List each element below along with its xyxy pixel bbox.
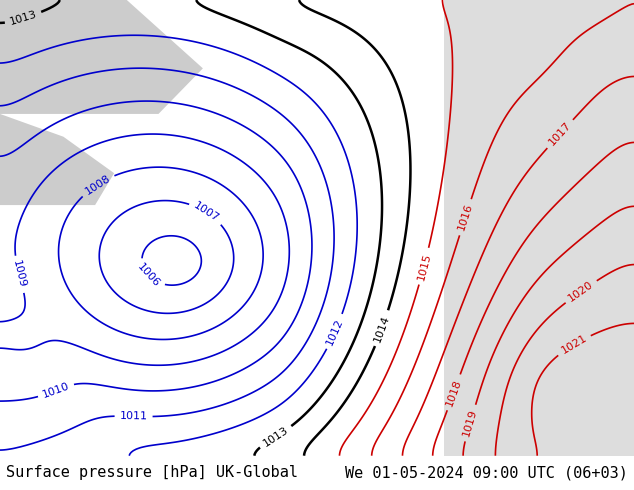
Text: Surface pressure [hPa] UK-Global: Surface pressure [hPa] UK-Global xyxy=(6,466,299,480)
Text: 1012: 1012 xyxy=(325,317,346,346)
Text: 1010: 1010 xyxy=(41,381,71,400)
Text: We 01-05-2024 09:00 UTC (06+03): We 01-05-2024 09:00 UTC (06+03) xyxy=(345,466,628,480)
Text: 1014: 1014 xyxy=(372,314,391,343)
Text: 1017: 1017 xyxy=(547,120,573,147)
Text: 1019: 1019 xyxy=(462,408,479,438)
Text: 1013: 1013 xyxy=(261,425,290,449)
Polygon shape xyxy=(0,114,114,205)
Text: 1020: 1020 xyxy=(567,279,595,304)
Text: 1015: 1015 xyxy=(416,251,432,281)
Text: 1007: 1007 xyxy=(192,200,221,224)
Text: 1013: 1013 xyxy=(8,9,38,27)
Text: 1021: 1021 xyxy=(559,333,588,356)
Text: 1011: 1011 xyxy=(120,411,148,421)
Text: 1018: 1018 xyxy=(444,377,463,407)
Polygon shape xyxy=(0,0,203,114)
Text: 1016: 1016 xyxy=(456,202,474,232)
Text: 1006: 1006 xyxy=(135,262,162,289)
Text: 1009: 1009 xyxy=(11,260,27,289)
Text: 1008: 1008 xyxy=(83,173,112,196)
Polygon shape xyxy=(444,0,634,456)
